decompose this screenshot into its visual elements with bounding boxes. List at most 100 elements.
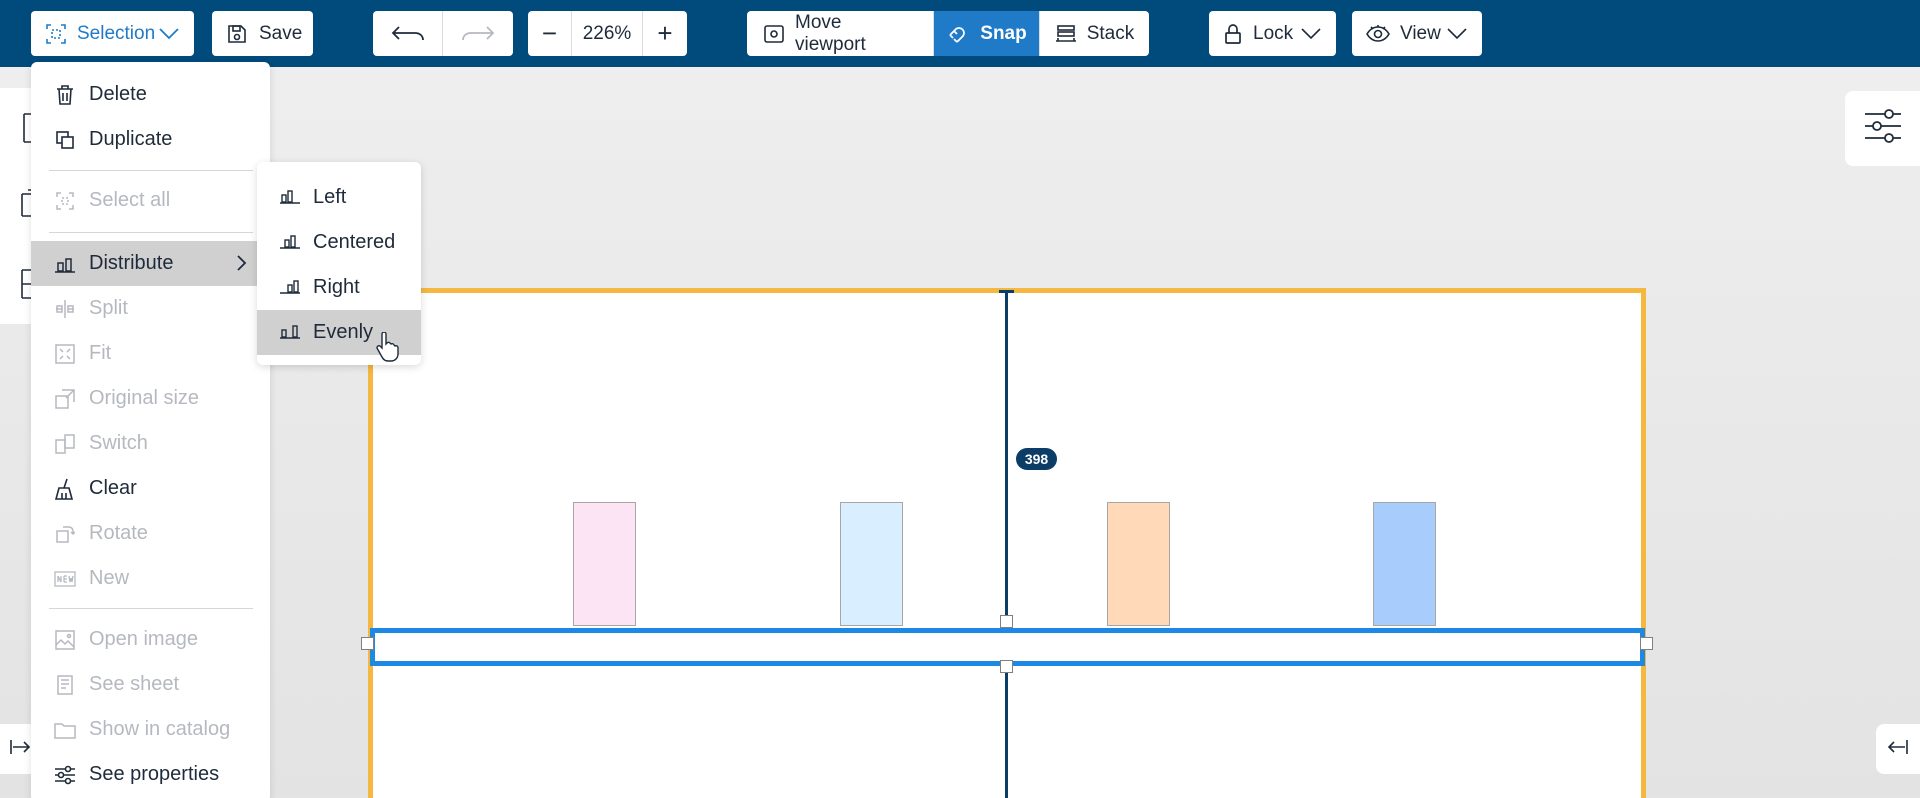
menu-label: Split — [89, 297, 128, 319]
menu-label: Delete — [89, 83, 147, 105]
product-block-2[interactable] — [840, 502, 903, 626]
snap-button[interactable]: Snap — [934, 11, 1040, 56]
submenu-label: Evenly — [313, 321, 374, 343]
stack-icon — [1055, 23, 1077, 45]
viewport-icon — [763, 23, 785, 45]
chevron-down-icon — [1300, 27, 1322, 41]
chevron-down-icon — [158, 27, 180, 41]
chevron-right-icon — [236, 253, 248, 279]
menu-item-distribute[interactable]: Distribute — [31, 241, 270, 286]
snap-label: Snap — [980, 22, 1027, 44]
mode-group: Move viewport Snap Stack — [747, 11, 1149, 56]
zoom-in-button[interactable]: + — [657, 18, 673, 48]
split-icon — [53, 297, 77, 321]
menu-item-duplicate[interactable]: Duplicate — [31, 117, 270, 162]
menu-item-switch[interactable]: Switch — [31, 421, 270, 466]
arrow-left-bar-icon — [1887, 738, 1909, 761]
submenu-label: Right — [313, 276, 360, 298]
menu-item-clear[interactable]: Clear — [31, 466, 270, 511]
move-viewport-button[interactable]: Move viewport — [747, 11, 934, 56]
menu-label: Clear — [89, 477, 137, 499]
switch-icon — [53, 432, 77, 456]
submenu-item-right[interactable]: Right — [257, 265, 421, 310]
menu-item-see-sheet[interactable]: See sheet — [31, 662, 270, 707]
original-size-icon — [53, 387, 77, 411]
lock-icon — [1223, 23, 1243, 45]
broom-icon — [53, 477, 77, 501]
folder-icon — [53, 718, 77, 742]
menu-item-original-size[interactable]: Original size — [31, 376, 270, 421]
fit-icon — [53, 342, 77, 366]
lock-label: Lock — [1253, 22, 1294, 44]
trash-icon — [53, 83, 77, 107]
submenu-item-left[interactable]: Left — [257, 175, 421, 220]
save-button[interactable]: Save — [212, 11, 313, 56]
chevron-down-icon — [1446, 27, 1468, 41]
distribute-submenu: Left Centered Right Evenly — [257, 162, 421, 365]
zoom-control: − 226% + — [528, 11, 687, 56]
distribute-evenly-icon — [279, 320, 301, 346]
zoom-out-button[interactable]: − — [528, 11, 572, 56]
submenu-label: Centered — [313, 231, 396, 253]
settings-sliders-button[interactable] — [1845, 91, 1920, 166]
sliders-icon — [1863, 106, 1903, 151]
menu-label: Distribute — [89, 252, 174, 274]
menu-item-show-in-catalog[interactable]: Show in catalog — [31, 707, 270, 752]
dimension-badge: 398 — [1016, 448, 1057, 470]
menu-label: Switch — [89, 432, 148, 454]
menu-label: Original size — [89, 387, 200, 409]
menu-label: Show in catalog — [89, 718, 231, 740]
product-block-3[interactable] — [1107, 502, 1170, 626]
distribute-left-icon — [279, 185, 301, 211]
resize-handle-top[interactable] — [1000, 615, 1013, 628]
menu-label: Open image — [89, 628, 198, 650]
stack-label: Stack — [1086, 22, 1135, 44]
menu-item-delete[interactable]: Delete — [31, 72, 270, 117]
menu-label: Select all — [89, 189, 171, 211]
menu-item-new[interactable]: New — [31, 556, 270, 601]
redo-icon — [461, 24, 495, 44]
menu-item-rotate[interactable]: Rotate — [31, 511, 270, 556]
selection-icon — [45, 23, 67, 45]
sheet-icon — [53, 673, 77, 697]
selection-context-menu: Delete Duplicate Select all Distribute S… — [31, 62, 270, 798]
select-all-icon — [53, 189, 77, 213]
image-icon — [53, 628, 77, 652]
menu-item-select-all[interactable]: Select all — [31, 178, 270, 223]
distribute-icon — [53, 252, 77, 276]
undo-button[interactable] — [373, 11, 443, 56]
resize-handle-bottom[interactable] — [1000, 660, 1013, 673]
properties-sliders-icon — [53, 763, 77, 787]
expand-right-panel-button[interactable] — [1876, 724, 1920, 774]
distribute-right-icon — [279, 275, 301, 301]
product-block-4[interactable] — [1373, 502, 1436, 626]
menu-label: See sheet — [89, 673, 180, 695]
menu-item-open-image[interactable]: Open image — [31, 617, 270, 662]
menu-item-see-properties[interactable]: See properties — [31, 752, 270, 797]
hand-pointer-cursor-icon — [375, 331, 399, 367]
lock-dropdown[interactable]: Lock — [1209, 11, 1336, 56]
undo-icon — [391, 24, 425, 44]
move-viewport-label: Move viewport — [795, 11, 866, 55]
top-toolbar: Selection Save − 226% + — [0, 0, 1920, 67]
duplicate-icon — [53, 128, 77, 152]
menu-label: See properties — [89, 763, 220, 785]
center-guide-line — [1005, 290, 1008, 798]
redo-button[interactable] — [443, 11, 513, 56]
menu-divider — [49, 608, 253, 609]
save-icon — [227, 24, 247, 44]
menu-item-fit[interactable]: Fit — [31, 331, 270, 376]
selection-dropdown[interactable]: Selection — [31, 11, 194, 56]
menu-label: New — [89, 567, 130, 589]
menu-divider — [49, 232, 253, 233]
distribute-centered-icon — [279, 230, 301, 256]
save-label: Save — [259, 22, 303, 44]
menu-item-split[interactable]: Split — [31, 286, 270, 331]
stack-button[interactable]: Stack — [1040, 11, 1149, 56]
resize-handle-left[interactable] — [361, 637, 374, 650]
view-dropdown[interactable]: View — [1352, 11, 1482, 56]
submenu-item-centered[interactable]: Centered — [257, 220, 421, 265]
resize-handle-right[interactable] — [1640, 637, 1653, 650]
product-block-1[interactable] — [573, 502, 636, 626]
submenu-label: Left — [313, 186, 347, 208]
